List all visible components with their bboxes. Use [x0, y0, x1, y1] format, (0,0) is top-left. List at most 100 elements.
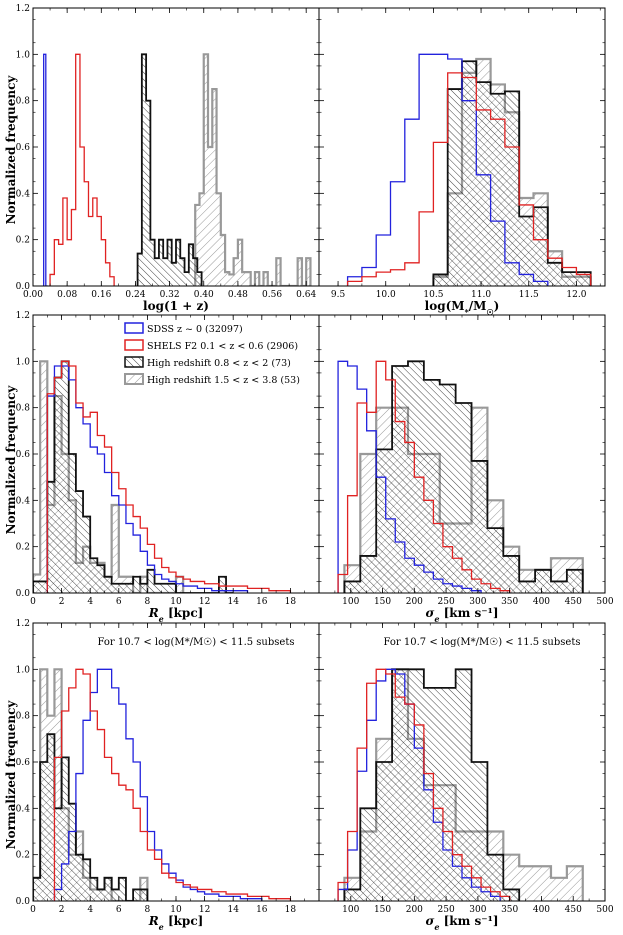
bin-shels-11 — [443, 832, 453, 902]
legend-swatch-sdss — [124, 322, 144, 334]
bin-shels-4 — [376, 669, 386, 901]
bin-shels-5 — [386, 380, 396, 593]
bin-shels-7 — [405, 704, 415, 901]
bin-shels-1 — [348, 832, 358, 902]
series-shels — [53, 668, 292, 901]
panel-p4: 100 150 200 250 300 350 400 450 500 σe [km s⁻¹] — [318, 314, 614, 624]
y-tick-label: 0.0 — [16, 282, 31, 292]
bin-shels-26 — [233, 586, 240, 593]
x-tick-label: 0.56 — [262, 290, 282, 300]
x-tick-label: 4 — [87, 905, 93, 915]
x-tick-label: 300 — [469, 597, 486, 607]
bin-shels-6 — [433, 142, 447, 286]
bin-shels-15 — [562, 267, 576, 286]
series-shels — [346, 72, 592, 286]
x-tick-label: 16 — [256, 597, 268, 607]
y-tick-label: 0.2 — [16, 543, 30, 553]
bin-shels-7 — [97, 435, 104, 593]
bin-shels-10 — [433, 524, 443, 594]
bin-shels-20 — [197, 889, 204, 901]
y-tick-label: 0.2 — [16, 236, 30, 246]
bin-shels-27 — [248, 896, 255, 901]
legend-swatch-shels — [124, 339, 144, 351]
bin-hiz1-8 — [472, 461, 488, 593]
series-shels — [337, 360, 511, 594]
x-tick-label: 250 — [438, 905, 455, 915]
x-tick-label: 0 — [30, 597, 36, 607]
bin-hiz2-12 — [535, 866, 551, 901]
x-tick-label: 12.0 — [566, 290, 586, 300]
series-sdss — [46, 365, 249, 593]
y-axis-label-top: Normalized frequency — [4, 75, 18, 225]
bin-shels-13 — [462, 866, 472, 901]
bin-shels-2 — [357, 403, 367, 593]
series-hiz1 — [343, 668, 521, 901]
outline-sdss — [53, 668, 263, 901]
x-tick-label: 0.16 — [91, 290, 111, 300]
y-axis-label-bottom: Normalized frequency — [4, 700, 18, 850]
x-tick-label: 200 — [406, 597, 423, 607]
y-tick-label: 1.2 — [16, 4, 30, 14]
bin-shels-7 — [448, 73, 462, 286]
bin-shels-12 — [519, 205, 533, 286]
bin-shels-28 — [248, 588, 255, 593]
x-tick-label: 0.08 — [57, 290, 77, 300]
bin-shels-3 — [367, 412, 377, 593]
bin-shels-15 — [162, 873, 169, 901]
subset-annotation: For 10.7 < log(M*/M☉) < 11.5 subsets — [98, 637, 295, 648]
bin-shels-25 — [226, 586, 233, 593]
bin-shels-17 — [169, 572, 176, 593]
bin-shels-1 — [362, 277, 376, 286]
outline-hiz1 — [343, 360, 584, 593]
x-tick-label: 9.5 — [331, 290, 346, 300]
bin-shels-11 — [443, 547, 453, 593]
series-hiz2 — [194, 53, 312, 286]
bin-shels-0 — [338, 882, 348, 901]
x-tick-label: 150 — [374, 597, 391, 607]
series-sdss — [337, 668, 501, 901]
x-tick-label: 6 — [116, 905, 122, 915]
x-tick-label: 300 — [469, 905, 486, 915]
bin-shels-11 — [505, 147, 519, 286]
x-tick-label: 100 — [342, 597, 359, 607]
y-tick-label: 0.6 — [16, 143, 31, 153]
bin-hiz2-3 — [208, 147, 212, 286]
series-shels — [337, 668, 511, 902]
bin-hiz1-8 — [172, 263, 176, 286]
bin-hiz1-11 — [519, 581, 535, 593]
bin-hiz1-0 — [33, 581, 40, 593]
x-tick-label: 400 — [533, 905, 550, 915]
outline-hiz1 — [343, 668, 521, 901]
x-tick-label: 400 — [533, 597, 550, 607]
y-tick-label: 0.4 — [16, 189, 31, 199]
bin-shels-30 — [262, 588, 269, 593]
y-tick-label: 0.6 — [16, 758, 31, 768]
bin-shels-5 — [90, 711, 97, 901]
bin-shels-4 — [83, 674, 90, 901]
bin-hiz1-2 — [47, 734, 54, 901]
x-axis-label: log(M*/M☉) — [425, 299, 500, 317]
series-shels — [49, 53, 115, 286]
bin-shels-24 — [226, 894, 233, 901]
bin-shels-11 — [126, 505, 133, 593]
bin-shels-23 — [212, 584, 219, 593]
bin-shels-14 — [472, 878, 482, 901]
x-tick-label: 16 — [256, 905, 268, 915]
bin-shels-16 — [162, 568, 169, 593]
outline-sdss — [346, 53, 549, 286]
series-sdss — [43, 53, 48, 286]
panel-p3: 0.0 0.2 0.4 0.6 0.8 1.0 1.2 0 2 4 6 8 10 12 14 16 18 Re [… — [16, 311, 320, 624]
bin-shels-13 — [534, 240, 548, 286]
bin-shels-4 — [376, 361, 386, 593]
bin-shels-15 — [481, 887, 491, 901]
bin-shels-13 — [462, 570, 472, 593]
bin-shels-19 — [183, 579, 190, 593]
bin-shels-7 — [405, 442, 415, 593]
bin-shels-0 — [338, 574, 348, 593]
bin-shels-1 — [54, 378, 61, 593]
series-hiz1 — [136, 53, 203, 286]
panel-p6: 100 150 200 250 300 350 400 450 500 σe [km s⁻¹] Fo… — [318, 622, 614, 932]
bin-shels-12 — [452, 855, 462, 901]
bin-shels-3 — [76, 669, 83, 901]
